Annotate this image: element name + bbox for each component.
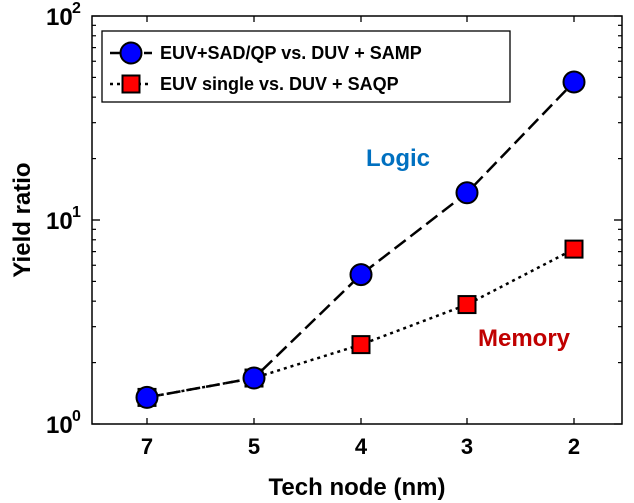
data-point-euv-sad-qp [562,70,586,94]
data-point-euv-sad-qp [135,385,159,409]
series-lines [146,81,575,399]
annotation-logic: Logic [366,145,430,172]
series-line-euv-sad-qp [146,81,575,399]
y-tick-label-exponent: 2 [72,0,81,17]
y-tick-label: 10 [46,412,73,439]
data-point-euv-sad-qp [242,366,266,390]
legend-items [110,41,152,94]
x-tick-labels: 7 5 4 3 2 [141,434,580,459]
legend: EUV+SAD/QP vs. DUV + SAMP EUV single vs.… [101,30,511,103]
annotation-memory: Memory [478,325,571,352]
y-tick-label-exponent: 0 [72,408,81,425]
data-point-euv-single [457,295,477,315]
y-tick-label-exponent: 1 [72,204,81,221]
data-point-euv-single [564,239,584,259]
x-tick-label: 3 [461,434,473,459]
legend-marker-euv-single [121,74,141,94]
y-axis-label: Yield ratio [9,162,36,277]
data-point-euv-sad-qp [349,263,373,287]
y-tick-label: 10 [46,4,73,31]
axis-ticks [92,15,622,425]
x-axis-label: Tech node (nm) [269,474,446,501]
legend-marker-euv-sad-qp [119,41,143,65]
legend-label-euv-sad-qp: EUV+SAD/QP vs. DUV + SAMP [160,43,422,63]
x-tick-label: 7 [141,434,153,459]
x-tick-label: 4 [355,434,368,459]
legend-label-euv-single: EUV single vs. DUV + SAQP [160,74,399,94]
legend-box [101,30,511,103]
series-markers [135,70,586,409]
data-point-euv-sad-qp [455,181,479,205]
x-tick-label: 5 [248,434,260,459]
y-tick-label: 10 [46,208,73,235]
data-point-euv-single [351,335,371,355]
x-tick-label: 2 [568,434,580,459]
